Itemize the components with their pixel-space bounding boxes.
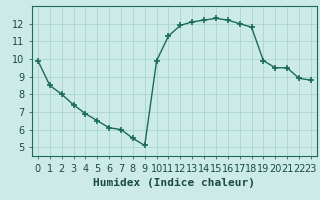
X-axis label: Humidex (Indice chaleur): Humidex (Indice chaleur)	[93, 178, 255, 188]
